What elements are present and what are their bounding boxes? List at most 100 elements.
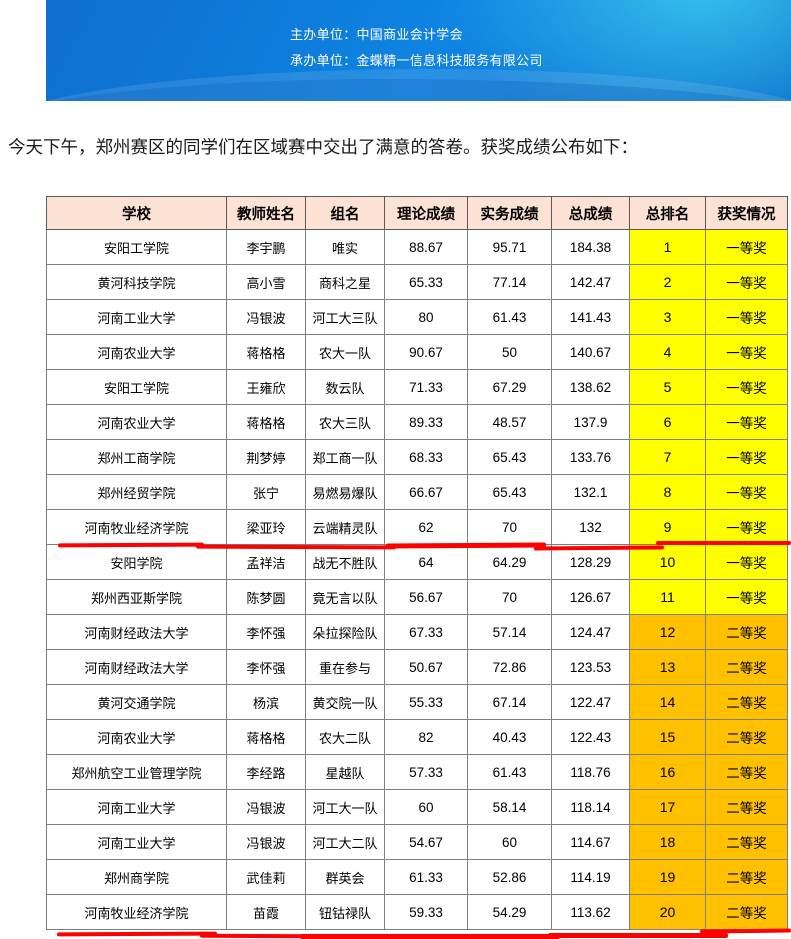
cell-group: 重在参与 [305, 649, 385, 685]
cell-total-score: 137.9 [551, 404, 630, 440]
table-row: 河南农业大学 蒋格格 农大一队 90.67 50 140.67 4 一等奖 [46, 334, 788, 370]
cell-group: 竟无言以队 [305, 579, 385, 615]
cell-award: 二等奖 [705, 824, 788, 860]
cell-group: 数云队 [305, 369, 385, 405]
cell-total-score: 124.47 [551, 614, 630, 650]
cell-rank: 14 [629, 684, 706, 720]
cell-group: 农大一队 [305, 334, 385, 370]
cell-practice-score: 65.43 [467, 439, 552, 475]
cell-school: 郑州航空工业管理学院 [46, 754, 227, 790]
table-body: 安阳工学院 李宇鹏 唯实 88.67 95.71 184.38 1 一等奖 黄河科技学院 高小雪商… [46, 229, 788, 930]
cell-school: 河南工业大学 [46, 789, 227, 825]
cell-award: 一等奖 [705, 439, 788, 475]
cell-group: 商科之星 [305, 264, 385, 300]
cell-school: 郑州经贸学院 [46, 474, 227, 510]
cell-theory-score: 68.33 [384, 439, 468, 475]
table-row: 河南牧业经济学院 苗霞 钮钴禄队 59.33 54.29 113.62 20 二等奖 [46, 894, 788, 930]
cell-rank: 9 [629, 509, 706, 545]
cell-school: 郑州西亚斯学院 [46, 579, 227, 615]
cell-group: 朵拉探险队 [305, 614, 385, 650]
cell-award: 一等奖 [705, 509, 788, 545]
cell-school: 河南农业大学 [46, 404, 227, 440]
cell-practice-score: 50 [467, 334, 552, 370]
cell-theory-score: 66.67 [384, 474, 468, 510]
cell-award: 一等奖 [705, 334, 788, 370]
cell-rank: 16 [629, 754, 706, 790]
cell-total-score: 122.47 [551, 684, 630, 720]
table-row: 郑州经贸学院 张宁 易燃易爆队 66.67 65.43 132.1 8 一等奖 [46, 474, 788, 510]
table-row: 河南工业大学 冯银波 河工大一队 60 58.14 118.14 17 二等奖 [46, 789, 788, 825]
banner-co-organizer-line: 承办单位：金蝶精一信息科技服务有限公司 [290, 53, 543, 68]
cell-theory-score: 80 [384, 299, 468, 335]
table-header-row: 学校 教师姓名 组名 理论成绩 实务成绩 总成绩 总排名 获奖情况 [46, 196, 788, 230]
cell-rank: 11 [629, 579, 706, 615]
cell-teacher: 蒋格格 [226, 719, 306, 755]
cell-practice-score: 40.43 [467, 719, 552, 755]
cell-total-score: 142.47 [551, 264, 630, 300]
column-header-practice: 实务成绩 [467, 196, 552, 230]
cell-total-score: 118.14 [551, 789, 630, 825]
cell-practice-score: 61.43 [467, 299, 552, 335]
cell-teacher: 杨滨 [226, 684, 306, 720]
cell-rank: 3 [629, 299, 706, 335]
cell-practice-score: 70 [467, 509, 552, 545]
cell-award: 一等奖 [705, 264, 788, 300]
cell-school: 郑州商学院 [46, 859, 227, 895]
cell-practice-score: 70 [467, 579, 552, 615]
cell-practice-score: 61.43 [467, 754, 552, 790]
cell-total-score: 132 [551, 509, 630, 545]
cell-award: 二等奖 [705, 789, 788, 825]
cell-teacher: 李怀强 [226, 614, 306, 650]
cell-teacher: 李宇鹏 [226, 229, 306, 265]
cell-teacher: 冯银波 [226, 824, 306, 860]
cell-teacher: 蒋格格 [226, 334, 306, 370]
cell-theory-score: 67.33 [384, 614, 468, 650]
table-row: 安阳工学院 李宇鹏 唯实 88.67 95.71 184.38 1 一等奖 [46, 229, 788, 265]
cell-group: 河工大一队 [305, 789, 385, 825]
banner-wave-dark [46, 79, 791, 101]
cell-award: 一等奖 [705, 299, 788, 335]
cell-teacher: 陈梦圆 [226, 579, 306, 615]
cell-total-score: 126.67 [551, 579, 630, 615]
column-header-group: 组名 [305, 196, 385, 230]
cell-practice-score: 64.29 [467, 544, 552, 580]
cell-group: 易燃易爆队 [305, 474, 385, 510]
column-header-total: 总成绩 [551, 196, 630, 230]
table-row: 安阳工学院 王雍欣 数云队 71.33 67.29 138.62 5 一等奖 [46, 369, 788, 405]
red-underline-rank20-segment [56, 931, 218, 937]
cell-school: 河南农业大学 [46, 719, 227, 755]
cell-school: 河南牧业经济学院 [46, 894, 227, 930]
column-header-award: 获奖情况 [705, 196, 788, 230]
event-banner: 主办单位：中国商业会计学会 承办单位：金蝶精一信息科技服务有限公司 [46, 0, 791, 101]
cell-practice-score: 65.43 [467, 474, 552, 510]
cell-rank: 20 [629, 894, 706, 930]
cell-award: 一等奖 [705, 369, 788, 405]
cell-group: 农大三队 [305, 404, 385, 440]
cell-group: 黄交院一队 [305, 684, 385, 720]
cell-practice-score: 52.86 [467, 859, 552, 895]
cell-theory-score: 54.67 [384, 824, 468, 860]
cell-school: 河南牧业经济学院 [46, 509, 227, 545]
column-header-teacher: 教师姓名 [226, 196, 306, 230]
cell-school: 河南财经政法大学 [46, 649, 227, 685]
cell-teacher: 蒋格格 [226, 404, 306, 440]
cell-award: 一等奖 [705, 544, 788, 580]
cell-rank: 18 [629, 824, 706, 860]
cell-theory-score: 82 [384, 719, 468, 755]
column-header-rank: 总排名 [629, 196, 706, 230]
table-row: 黄河交通学院 杨滨 黄交院一队 55.33 67.14 122.47 14 二等奖 [46, 684, 788, 720]
cell-group: 郑工商一队 [305, 439, 385, 475]
cell-group: 农大二队 [305, 719, 385, 755]
cell-theory-score: 56.67 [384, 579, 468, 615]
results-table-container: 学校 教师姓名 组名 理论成绩 实务成绩 总成绩 总排名 获奖情况 安阳工学院李… [46, 196, 788, 930]
cell-rank: 5 [629, 369, 706, 405]
table-row: 郑州工商学院 荆梦婷 郑工商一队 68.33 65.43 133.76 7 一等奖 [46, 439, 788, 475]
cell-award: 二等奖 [705, 719, 788, 755]
cell-award: 二等奖 [705, 859, 788, 895]
cell-teacher: 武佳莉 [226, 859, 306, 895]
cell-group: 战无不胜队 [305, 544, 385, 580]
cell-total-score: 184.38 [551, 229, 630, 265]
red-underline-rank20-segment [548, 933, 728, 938]
cell-school: 黄河科技学院 [46, 264, 227, 300]
cell-teacher: 张宁 [226, 474, 306, 510]
